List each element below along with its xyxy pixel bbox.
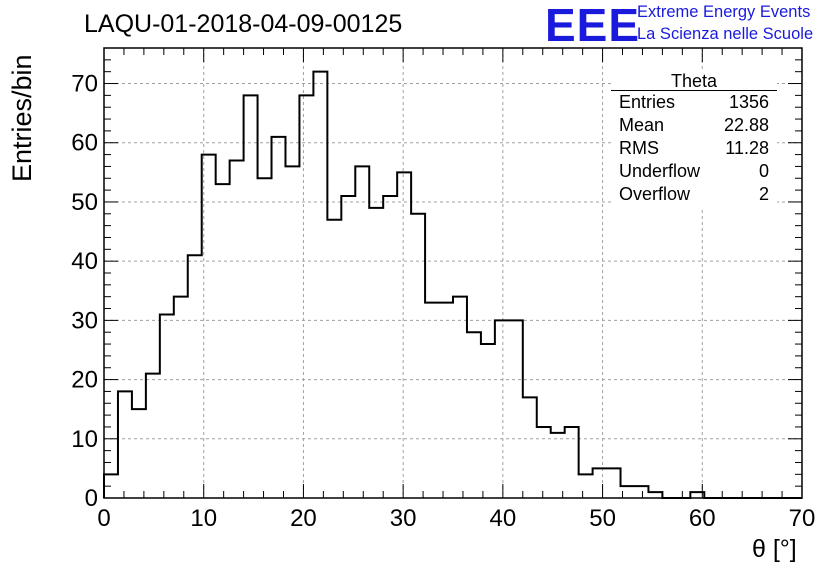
histogram-bin [537, 427, 551, 498]
stats-title: Theta [670, 71, 718, 91]
x-tick-label: 60 [689, 505, 716, 532]
stats-label: Entries [619, 92, 676, 112]
histogram-bin [439, 303, 453, 498]
x-tick-label: 50 [589, 505, 616, 532]
x-tick-label: 20 [290, 505, 317, 532]
histogram-bin [593, 468, 607, 498]
logo-line-2: La Scienza nelle Scuole [637, 25, 814, 43]
x-tick-label: 40 [490, 505, 517, 532]
stats-label: Overflow [619, 184, 691, 204]
stats-value: 11.28 [725, 138, 769, 158]
histogram-bin [648, 492, 662, 498]
y-axis-label: Entries/bin [7, 54, 37, 182]
histogram-bin [202, 155, 216, 498]
x-tick-label: 70 [789, 505, 816, 532]
histogram-bin [104, 474, 118, 498]
histogram-bin [313, 72, 327, 498]
histogram-bin [453, 297, 467, 498]
histogram-bin [272, 137, 286, 498]
plot-frame [103, 47, 803, 499]
stats-box: Theta Entries 1356 Mean 22.88 RMS 11.28 … [611, 70, 777, 208]
histogram-bin [383, 196, 397, 498]
histogram-bin [341, 196, 355, 498]
logo-line-1: Extreme Energy Events [637, 3, 811, 21]
histogram-outline [103, 70, 802, 499]
histogram-bin [411, 214, 425, 498]
histogram-bin [565, 427, 579, 498]
histogram-bin [397, 172, 411, 498]
histogram-bin [118, 391, 132, 498]
stats-label: RMS [619, 138, 659, 158]
histogram-bin [132, 409, 146, 498]
histogram-bin [146, 374, 160, 498]
y-tick-label: 60 [71, 130, 98, 157]
stats-value: 1356 [728, 92, 769, 112]
stats-value: 0 [758, 161, 769, 181]
stats-row-underflow: Underflow 0 [619, 161, 769, 183]
y-tick-label: 30 [71, 307, 98, 334]
stats-divider [611, 90, 777, 91]
stats-row-entries: Entries 1356 [619, 92, 769, 114]
histogram-bin [160, 314, 174, 498]
stats-row-rms: RMS 11.28 [619, 138, 769, 160]
x-axis-label: θ [°] [752, 535, 797, 563]
eee-logo: EEE [545, 0, 641, 51]
stats-label: Underflow [619, 161, 701, 181]
histogram-bin [481, 344, 495, 498]
y-tick-label: 0 [85, 485, 98, 512]
histogram-bin [299, 95, 313, 498]
histogram-bin [690, 492, 704, 498]
plot-title: LAQU-01-2018-04-09-00125 [84, 10, 403, 38]
x-tick-label: 0 [97, 505, 110, 532]
histogram-bin [579, 474, 593, 498]
y-tick-label: 40 [71, 248, 98, 275]
histogram-bin [258, 178, 272, 498]
histogram-bin [607, 468, 621, 498]
y-tick-label: 10 [71, 426, 98, 453]
stats-label: Mean [619, 115, 665, 135]
stats-value: 2 [758, 184, 769, 204]
histogram-bin [425, 303, 439, 498]
histogram-bin [230, 161, 244, 499]
histogram-bin [523, 397, 537, 498]
y-tick-label: 20 [71, 367, 98, 394]
histogram-bin [369, 208, 383, 498]
stats-row-mean: Mean 22.88 [619, 115, 769, 137]
histogram-bin [244, 95, 258, 498]
x-tick-label: 10 [190, 505, 217, 532]
x-tick-label: 30 [390, 505, 417, 532]
y-tick-label: 70 [71, 71, 98, 98]
histogram-bin [495, 320, 509, 498]
histogram-bin [327, 220, 341, 498]
stats-value: 22.88 [723, 115, 769, 135]
histogram-bin [509, 320, 523, 498]
histogram-bin [188, 255, 202, 498]
y-tick-label: 50 [71, 189, 98, 216]
histogram-bin [634, 486, 648, 498]
histogram-bin [355, 166, 369, 498]
histogram-bin [285, 166, 299, 498]
histogram-bin [467, 332, 481, 498]
histogram-bin [216, 184, 230, 498]
histogram-bin [174, 297, 188, 498]
histogram-bin [621, 486, 635, 498]
histogram-bin [551, 433, 565, 498]
stats-row-overflow: Overflow 2 [619, 184, 769, 206]
